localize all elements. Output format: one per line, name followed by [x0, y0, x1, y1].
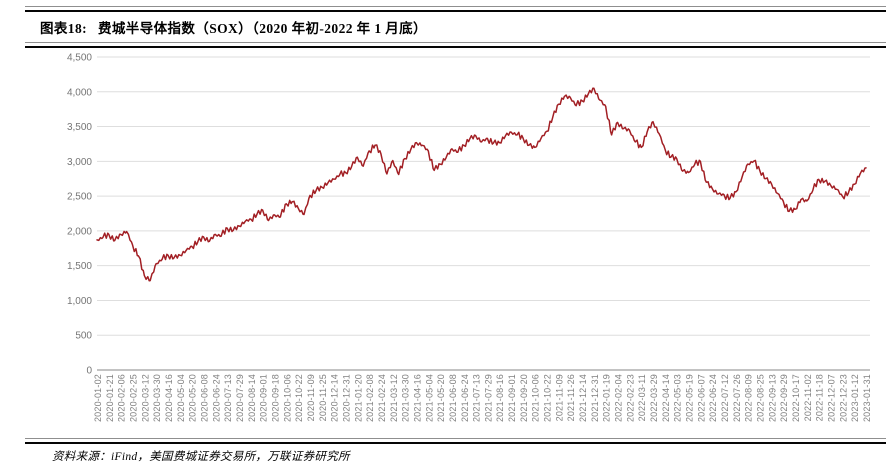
x-axis-tick-label: 2021-12-31	[590, 374, 600, 422]
x-axis-tick-label: 2020-10-22	[294, 374, 304, 422]
x-axis-tick-label: 2021-07-13	[472, 374, 482, 422]
x-axis-tick-label: 2020-04-16	[164, 374, 174, 422]
y-axis-tick-label: 0	[86, 366, 92, 377]
header-top-thick-rule	[25, 9, 886, 12]
x-axis-tick-label: 2021-01-20	[353, 374, 363, 422]
x-axis-tick-label: 2021-07-29	[483, 374, 493, 422]
y-axis-tick-label: 1,000	[67, 296, 92, 307]
x-axis-tick-label: 2020-01-21	[105, 374, 115, 422]
x-axis-tick-label: 2022-10-17	[791, 374, 801, 422]
x-axis-tick-label: 2020-08-14	[247, 374, 257, 422]
x-axis-tick-label: 2020-01-02	[93, 374, 103, 422]
x-axis-tick-label: 2021-09-01	[507, 374, 517, 422]
x-axis-tick-label: 2020-05-04	[176, 374, 186, 422]
x-axis-tick-label: 2020-12-31	[341, 374, 351, 422]
x-axis-tick-label: 2022-01-19	[602, 374, 612, 422]
x-axis-tick-label: 2020-02-06	[117, 374, 127, 422]
y-axis-tick-labels: 4,500 4,000 3,500 3,000 2,500 2,000 1,500 1,000…	[67, 53, 92, 377]
x-axis-tick-label: 2021-06-08	[448, 374, 458, 422]
y-axis-tick-label: 3,500	[67, 122, 92, 133]
figure-header: 图表18: 费城半导体指数（SOX）（2020 年初-2022 年 1 月底）	[25, 6, 886, 48]
x-axis-tick-label: 2022-02-04	[614, 374, 624, 422]
x-axis-tick-label: 2020-09-01	[259, 374, 269, 422]
x-axis-tick-label: 2021-06-24	[460, 374, 470, 422]
x-axis-tick-label: 2022-09-13	[767, 374, 777, 422]
x-axis-tick-label: 2022-05-03	[673, 374, 683, 422]
x-axis-tick-label: 2022-06-24	[708, 374, 718, 422]
sox-index-series-line	[96, 87, 867, 282]
x-axis-tick-label: 2021-02-24	[377, 374, 387, 422]
x-axis-tick-label: 2022-02-23	[625, 374, 635, 422]
x-axis-tick-label: 2022-07-12	[720, 374, 730, 422]
x-axis-tick-label: 2020-09-18	[271, 374, 281, 422]
x-axis-tick-label: 2020-06-08	[200, 374, 210, 422]
x-axis-tick-label: 2022-05-19	[685, 374, 695, 422]
x-axis-tick-label: 2021-03-30	[401, 374, 411, 422]
x-axis-tick-label: 2020-05-20	[188, 374, 198, 422]
x-axis-tick-label: 2020-02-25	[129, 374, 139, 422]
figure-title-row: 图表18: 费城半导体指数（SOX）（2020 年初-2022 年 1 月底）	[25, 12, 886, 42]
y-axis-tick-label: 4,000	[67, 87, 92, 98]
x-axis-tick-label: 2022-12-23	[838, 374, 848, 422]
x-axis-tick-label: 2022-03-29	[649, 374, 659, 422]
x-axis-tick-label: 2023-01-12	[850, 374, 860, 422]
y-axis-tick-label: 2,500	[67, 192, 92, 203]
x-axis-tick-label: 2023-01-31	[862, 374, 872, 422]
header-bottom-thin-rule	[25, 42, 886, 43]
data-source-note: 资料来源：iFind，美国费城证券交易所，万联证券研究所	[52, 451, 350, 463]
x-axis-tick-label: 2021-03-12	[389, 374, 399, 422]
x-axis-tick-label: 2022-08-09	[744, 374, 754, 422]
x-axis-tick-label: 2022-11-18	[815, 374, 825, 421]
footer-thin-rule	[25, 438, 886, 439]
x-axis-tick-label: 2020-11-09	[306, 374, 316, 421]
x-axis-tick-label: 2020-11-25	[318, 374, 328, 421]
x-axis-tick-label: 2021-11-26	[566, 374, 576, 421]
y-axis-tick-label: 3,000	[67, 157, 92, 168]
x-axis-tick-label: 2021-08-16	[495, 374, 505, 422]
y-axis-tick-label: 2,000	[67, 226, 92, 237]
x-axis-tick-label: 2021-09-20	[519, 374, 529, 422]
x-axis-tick-label: 2021-12-14	[578, 374, 588, 422]
x-axis-tick-label: 2022-07-26	[732, 374, 742, 422]
x-axis-tick-label: 2021-05-20	[436, 374, 446, 422]
y-axis-tick-label: 1,500	[67, 261, 92, 272]
x-axis-tick-label: 2022-12-07	[827, 374, 837, 422]
x-axis-tick-label: 2021-02-08	[365, 374, 375, 422]
x-axis-tick-label: 2020-07-13	[223, 374, 233, 422]
x-axis-tick-labels: 2020-01-02 2020-01-21 2020-02-06 2020-02-25…	[93, 374, 872, 422]
x-axis-tick-label: 2021-10-06	[531, 374, 541, 422]
x-axis-tick-label: 2022-06-07	[696, 374, 706, 422]
figure-title: 费城半导体指数（SOX）（2020 年初-2022 年 1 月底）	[98, 21, 427, 36]
x-axis-tick-label: 2020-06-24	[211, 374, 221, 422]
x-axis-tick-label: 2020-03-30	[152, 374, 162, 422]
x-axis-tick-label: 2021-05-04	[424, 374, 434, 422]
x-axis-tick-label: 2022-03-11	[637, 374, 647, 421]
y-axis-tick-label: 500	[75, 331, 92, 342]
header-top-thin-rule	[25, 6, 886, 7]
figure-label: 图表18:	[40, 21, 87, 36]
figure-footer: 资料来源：iFind，美国费城证券交易所，万联证券研究所	[25, 438, 886, 464]
y-axis-tick-label: 4,500	[67, 53, 92, 64]
x-axis-tick-label: 2020-07-29	[235, 374, 245, 422]
x-axis-tick-label: 2022-04-14	[661, 374, 671, 422]
x-axis-tick-label: 2021-10-22	[543, 374, 553, 422]
x-axis-tick-label: 2020-03-12	[140, 374, 150, 422]
x-axis-tick-label: 2020-12-14	[330, 374, 340, 422]
x-axis-tick-label: 2021-04-16	[412, 374, 422, 422]
footer-thick-rule	[25, 441, 886, 444]
x-axis-tick-label: 2022-09-29	[779, 374, 789, 422]
x-axis-tick-label: 2022-11-02	[803, 374, 813, 421]
gridlines	[97, 56, 870, 371]
x-axis-tick-label: 2021-11-09	[554, 374, 564, 421]
x-axis-tick-label: 2022-08-25	[756, 374, 766, 422]
x-axis-tick-label: 2020-10-06	[282, 374, 292, 422]
header-bottom-thick-rule	[25, 45, 886, 48]
